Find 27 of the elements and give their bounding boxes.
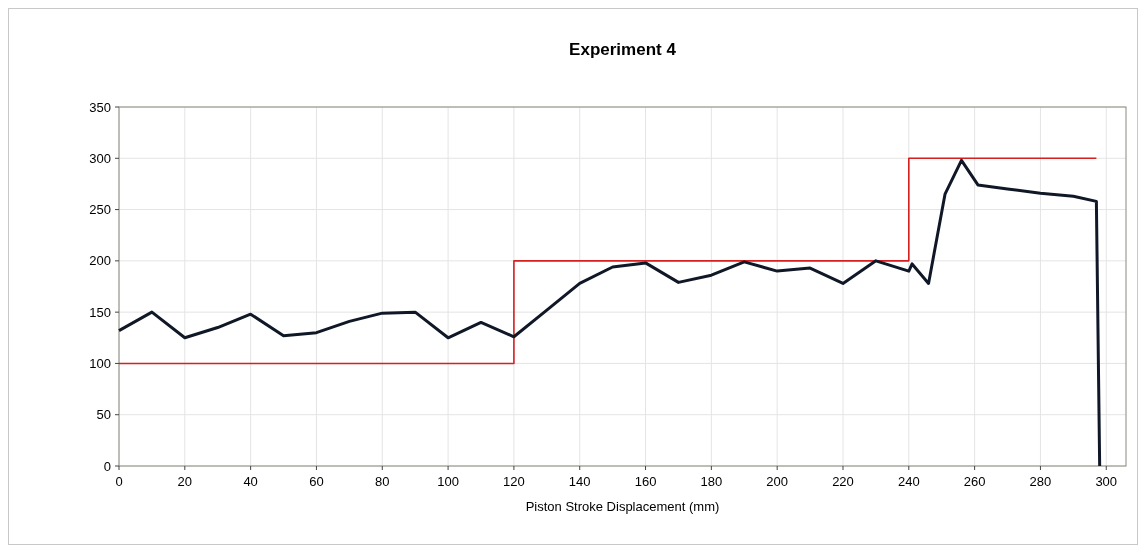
x-tick-label: 280 [1029, 474, 1052, 489]
x-tick-label: 60 [309, 474, 324, 489]
y-tick-label: 350 [89, 99, 111, 115]
x-tick-label: 220 [832, 474, 854, 489]
x-tick-label: 80 [375, 474, 390, 489]
y-tick-label: 300 [89, 150, 111, 166]
y-tick-label: 150 [89, 304, 111, 320]
y-tick-label: 250 [89, 202, 111, 218]
x-tick-label: 260 [963, 474, 986, 489]
x-tick-label: 20 [177, 474, 193, 489]
line-series [117, 158, 1102, 468]
x-tick-label: 0 [115, 474, 123, 489]
x-tick-label: 40 [243, 474, 258, 489]
x-tick-label: 300 [1095, 474, 1118, 489]
y-tick-label: 0 [103, 458, 111, 474]
x-axis-title: Piston Stroke Displacement (mm) [525, 499, 720, 514]
y-tick-label: 50 [96, 407, 111, 423]
x-tick-label: 100 [437, 474, 459, 489]
x-tick-label: 240 [897, 474, 920, 489]
y-tick-label: 200 [89, 253, 111, 269]
x-tick-label: 140 [568, 474, 591, 489]
x-tick-label: 120 [503, 474, 525, 489]
x-tick-label: 180 [700, 474, 723, 489]
x-tick-label: 160 [634, 474, 657, 489]
chart-title: Experiment 4 [569, 40, 677, 59]
x-tick-label: 200 [766, 474, 789, 489]
y-tick-label: 100 [89, 355, 111, 371]
